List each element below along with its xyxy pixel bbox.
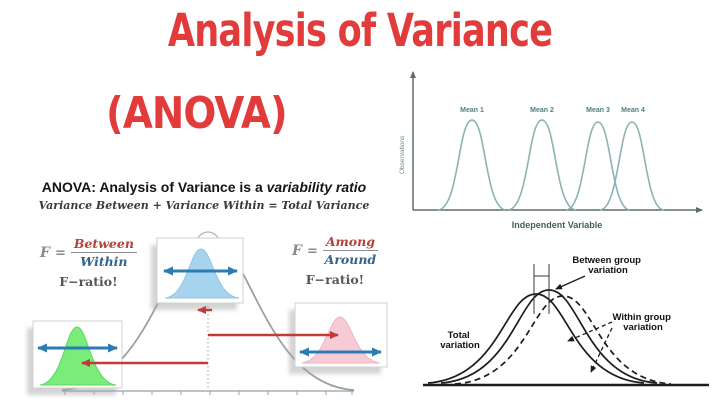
group-curve-solid-1 <box>427 293 645 384</box>
variation-decomposition-diagram: Between group variation Within group var… <box>423 255 709 387</box>
within-curve-dashed <box>454 295 672 385</box>
variance-equation: Variance Between + Variance Within = Tot… <box>38 199 370 212</box>
between-group-label: Between group variation <box>572 255 643 276</box>
f-ratio-caption: F−ratio! <box>305 272 365 288</box>
between-group-bracket <box>533 264 550 314</box>
formula-f-symbol: F <box>292 243 302 260</box>
page-title: Analysis of Variance <box>167 4 553 57</box>
ratio-heading-emphasis: variability ratio <box>266 179 367 195</box>
mean1-curve <box>437 119 507 211</box>
f-ratio-formula-left: F = Between Within F−ratio! <box>40 236 137 290</box>
formula-equals: = <box>306 243 318 259</box>
mean-labels: Mean 1 Mean 2 Mean 3 Mean 4 <box>460 107 645 114</box>
mean3-label: Mean 3 <box>586 107 610 114</box>
ratio-heading: ANOVA: Analysis of Variance is a variabi… <box>20 179 388 195</box>
between-group-pointer-arrow <box>555 275 586 290</box>
formula-numerator: Among <box>322 234 378 252</box>
mean4-label: Mean 4 <box>621 107 645 114</box>
ratio-heading-prefix: ANOVA: Analysis of Variance is a <box>41 179 267 195</box>
within-group-label: Within group variation <box>612 312 673 333</box>
mean2-label: Mean 2 <box>530 107 554 114</box>
page-subtitle: (ANOVA) <box>106 88 288 139</box>
f-ratio-caption: F−ratio! <box>59 274 118 290</box>
formula-equals: = <box>54 245 66 261</box>
variability-ratio-diagram <box>27 231 388 395</box>
mean2-curve <box>507 119 577 211</box>
formula-denominator: Within <box>80 254 128 270</box>
group-density-curves <box>437 119 665 211</box>
group-means-chart: Observations Independent Variable Mean 1… <box>399 71 703 230</box>
x-axis-label: Independent Variable <box>512 220 603 230</box>
formula-denominator: Around <box>324 252 377 268</box>
formula-f-symbol: F <box>40 245 50 262</box>
mean1-label: Mean 1 <box>460 107 484 114</box>
total-variation-label: Total variation <box>440 330 480 351</box>
green-sample-bell <box>39 326 117 386</box>
mean3-curve <box>565 121 631 211</box>
formula-numerator: Between <box>70 236 137 254</box>
y-axis-label: Observations <box>399 135 406 174</box>
f-ratio-formula-right: F = Among Around F−ratio! <box>292 234 378 288</box>
within-group-pointer-arrows <box>567 321 613 373</box>
mean4-curve <box>599 121 665 211</box>
